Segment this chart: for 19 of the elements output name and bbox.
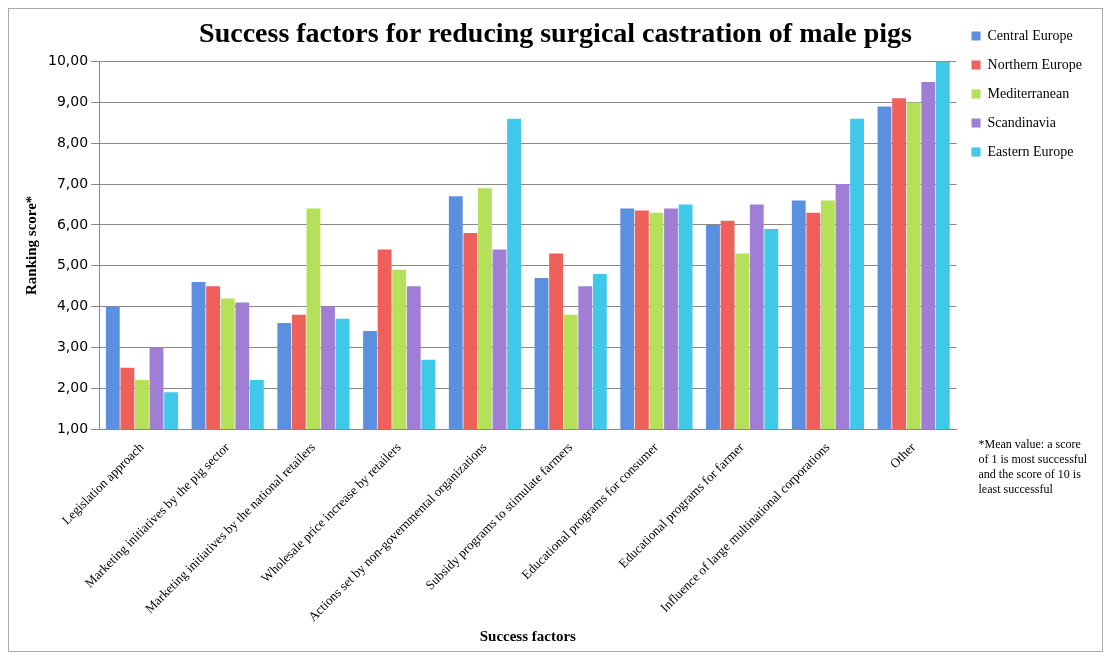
y-tick-label: 1,00 xyxy=(56,419,89,436)
y-tick-label: 6,00 xyxy=(56,215,89,232)
y-tick-label: 5,00 xyxy=(56,256,89,273)
y-tick-label: 2,00 xyxy=(56,378,89,395)
legend-label: Eastern Europe xyxy=(987,143,1074,159)
legend-label: Scandinavia xyxy=(987,114,1057,130)
legend-label: Mediterranean xyxy=(987,85,1070,101)
y-tick-label: 4,00 xyxy=(56,297,89,314)
x-axis-title: Success factors xyxy=(479,627,577,644)
text: *Mean value: a score of 1 is most successful and the score of 10 is least successful xyxy=(978,437,1088,497)
y-tick-label: 8,00 xyxy=(56,133,89,150)
y-tick-label: 9,00 xyxy=(56,93,89,110)
legend-label: Northern Europe xyxy=(987,56,1082,72)
legend-label: Central Europe xyxy=(987,27,1073,43)
y-tick-label: 3,00 xyxy=(56,338,89,355)
y-tick-label: 10,00 xyxy=(47,52,89,69)
chart-title: Success factors for reducing surgical castration of male pigs xyxy=(199,17,913,49)
y-tick-label: 7,00 xyxy=(56,174,89,191)
y-axis-title: Ranking score* xyxy=(22,195,39,295)
